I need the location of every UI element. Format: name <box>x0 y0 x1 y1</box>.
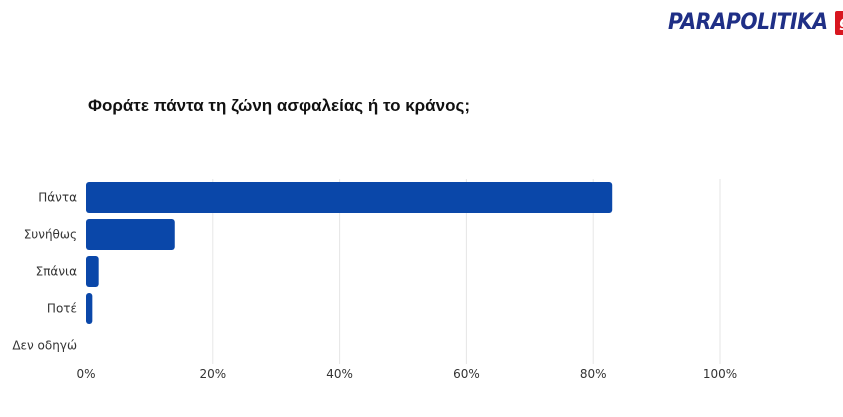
category-label: Συνήθως <box>24 228 77 242</box>
x-tick-label: 100% <box>703 367 737 381</box>
x-tick-label: 40% <box>326 367 353 381</box>
category-label: Πάντα <box>38 191 77 205</box>
chart-title: Φοράτε πάντα τη ζώνη ασφαλείας ή το κράν… <box>88 96 470 115</box>
bar[interactable] <box>86 182 613 213</box>
logo-badge: gr <box>835 10 843 35</box>
parapolitika-logo[interactable]: PARAPOLITIKA gr <box>668 10 843 35</box>
category-label: Ποτέ <box>47 302 77 316</box>
category-label: Δεν οδηγώ <box>12 339 77 353</box>
logo-text: PARAPOLITIKA <box>668 10 828 35</box>
x-tick-label: 0% <box>76 367 95 381</box>
bar[interactable] <box>86 293 93 324</box>
category-label: Σπάνια <box>36 265 77 279</box>
bar[interactable] <box>86 256 99 287</box>
x-tick-label: 60% <box>453 367 480 381</box>
x-tick-label: 80% <box>580 367 607 381</box>
x-tick-label: 20% <box>199 367 226 381</box>
bar[interactable] <box>86 219 175 250</box>
